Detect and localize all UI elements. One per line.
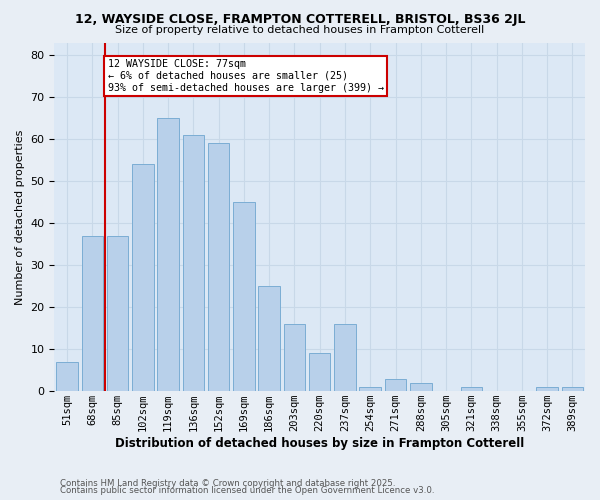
Bar: [359, 387, 381, 391]
Bar: [309, 354, 331, 391]
Text: Contains public sector information licensed under the Open Government Licence v3: Contains public sector information licen…: [60, 486, 434, 495]
Bar: [56, 362, 78, 391]
Bar: [562, 387, 583, 391]
Bar: [208, 144, 229, 391]
Bar: [334, 324, 356, 391]
Bar: [284, 324, 305, 391]
Text: Size of property relative to detached houses in Frampton Cotterell: Size of property relative to detached ho…: [115, 25, 485, 35]
Bar: [107, 236, 128, 391]
Bar: [182, 135, 204, 391]
Y-axis label: Number of detached properties: Number of detached properties: [15, 129, 25, 304]
Bar: [157, 118, 179, 391]
Text: 12 WAYSIDE CLOSE: 77sqm
← 6% of detached houses are smaller (25)
93% of semi-det: 12 WAYSIDE CLOSE: 77sqm ← 6% of detached…: [108, 60, 384, 92]
Bar: [410, 383, 431, 391]
Bar: [233, 202, 254, 391]
X-axis label: Distribution of detached houses by size in Frampton Cotterell: Distribution of detached houses by size …: [115, 437, 524, 450]
Bar: [385, 378, 406, 391]
Text: Contains HM Land Registry data © Crown copyright and database right 2025.: Contains HM Land Registry data © Crown c…: [60, 478, 395, 488]
Bar: [132, 164, 154, 391]
Text: 12, WAYSIDE CLOSE, FRAMPTON COTTERELL, BRISTOL, BS36 2JL: 12, WAYSIDE CLOSE, FRAMPTON COTTERELL, B…: [75, 12, 525, 26]
Bar: [82, 236, 103, 391]
Bar: [461, 387, 482, 391]
Bar: [259, 286, 280, 391]
Bar: [536, 387, 558, 391]
